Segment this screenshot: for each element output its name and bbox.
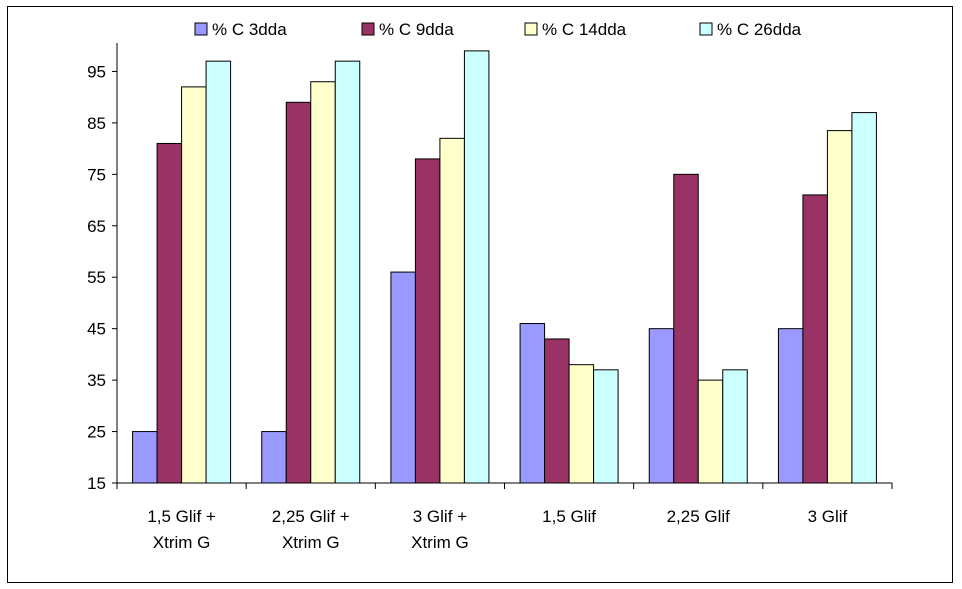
bar	[310, 81, 336, 484]
bar	[261, 431, 287, 484]
legend-swatch	[361, 22, 375, 36]
bar	[722, 369, 748, 484]
legend-label: % C 3dda	[212, 20, 287, 39]
bar	[181, 86, 207, 484]
bar	[802, 194, 828, 484]
y-tick-label: 45	[87, 320, 106, 339]
y-tick-label: 75	[87, 165, 106, 184]
y-tick-label: 35	[87, 371, 106, 390]
bar	[414, 158, 441, 484]
y-tick-label: 55	[87, 268, 106, 287]
bar	[777, 328, 804, 484]
bar	[439, 137, 465, 484]
legend-label: % C 9dda	[379, 20, 454, 39]
bar	[851, 112, 877, 484]
bar	[334, 60, 361, 484]
bar	[826, 130, 853, 484]
x-tick-label: 2,25 Glif +	[272, 507, 350, 526]
bar	[132, 431, 158, 484]
bar	[390, 271, 416, 484]
legend: % C 3dda % C 9dda % C 14dda % C 26dda	[194, 20, 802, 39]
bar	[544, 338, 570, 484]
x-tick-label: 1,5 Glif +	[147, 507, 216, 526]
y-tick-label: 65	[87, 217, 106, 236]
bar	[648, 328, 675, 484]
x-tick-labels: 1,5 Glif + Xtrim G 2,25 Glif + Xtrim G 3 Gli…	[147, 507, 847, 552]
y-tick-label: 25	[87, 423, 106, 442]
legend-swatch	[699, 22, 713, 36]
legend-swatch	[524, 22, 538, 36]
x-tick-label: 2,25 Glif	[667, 507, 731, 526]
bar	[568, 364, 595, 484]
x-tick-label: 3 Glif +	[413, 507, 467, 526]
x-tick-label: Xtrim G	[153, 533, 211, 552]
x-tick-label: Xtrim G	[282, 533, 340, 552]
x-tick-label: Xtrim G	[411, 533, 469, 552]
bar	[697, 379, 724, 484]
y-tick-label: 95	[87, 62, 106, 81]
bar	[205, 60, 232, 484]
bar	[156, 142, 183, 484]
y-tick-label: 15	[87, 474, 106, 493]
axes	[112, 43, 893, 489]
x-tick-label: 3 Glif	[808, 507, 848, 526]
legend-label: % C 26dda	[717, 20, 802, 39]
y-tick-label: 85	[87, 114, 106, 133]
bar	[519, 323, 546, 484]
bar	[593, 369, 619, 484]
bar	[463, 50, 490, 484]
legend-swatch	[194, 22, 208, 36]
bar	[285, 101, 312, 484]
x-tick-label: 1,5 Glif	[542, 507, 596, 526]
legend-label: % C 14dda	[542, 20, 627, 39]
bars	[132, 50, 877, 484]
bar	[673, 173, 699, 484]
y-tick-labels: 15 25 35 45 55 65 75 85 95	[87, 62, 106, 493]
